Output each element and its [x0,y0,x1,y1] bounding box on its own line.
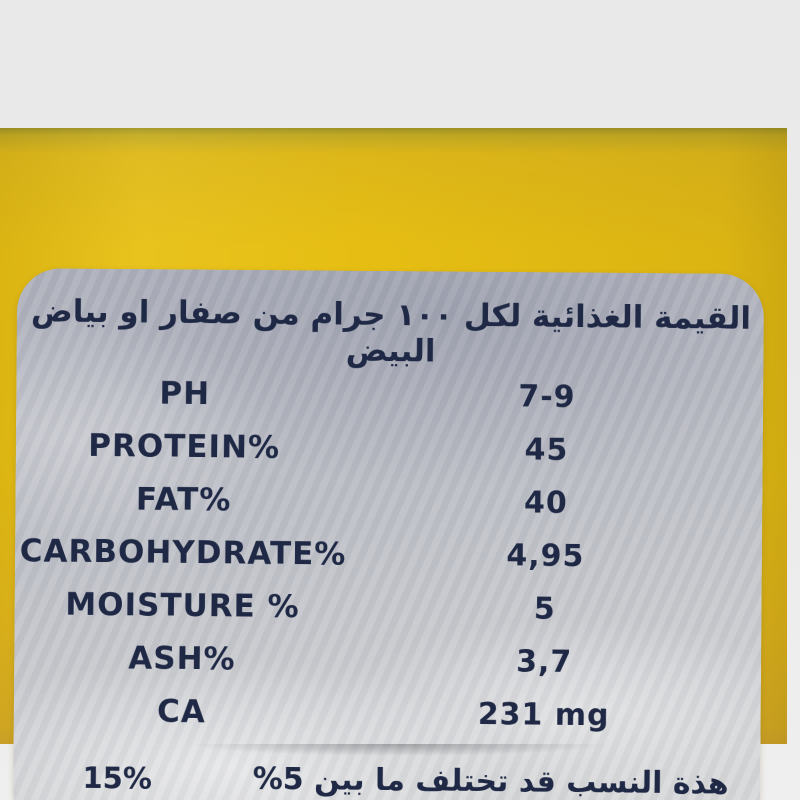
row-spacer [350,660,410,661]
nutrition-table: PH 7-9 PROTEIN% 45 FAT% 40 [13,365,764,744]
nutrition-label-content: القيمة الغذائية لكل ١٠٠ جرام من صفار او … [12,267,765,800]
variance-footnote: 15% هذة النسب قد تختلف ما بين 5% [12,759,759,800]
row-label: PROTEIN% [88,427,281,466]
row-value: 7-9 [518,379,576,415]
row-label: ASH% [128,639,236,677]
nutrition-title-arabic: القيمة الغذائية لكل ١٠٠ جرام من صفار او … [30,293,752,370]
row-label: CA [156,693,206,730]
row-spacer [353,395,413,396]
row-label: FAT% [135,480,232,518]
table-row: CARBOHYDRATE% 4,95 [15,524,763,585]
table-row: MOISTURE % 5 [14,577,762,638]
table-row: PH 7-9 [16,365,764,426]
nutrition-label: القيمة الغذائية لكل ١٠٠ جرام من صفار او … [12,267,765,800]
table-row: FAT% 40 [15,471,763,532]
row-spacer [349,713,409,714]
row-spacer [351,607,411,608]
row-spacer [352,501,412,502]
table-row: CA 231 mg [13,683,761,744]
row-spacer [351,554,411,555]
row-value: 231 mg [477,696,610,734]
row-value: 40 [523,485,568,521]
yellow-package: القيمة الغذائية لكل ١٠٠ جرام من صفار او … [0,128,787,800]
row-spacer [352,448,412,449]
row-value: 4,95 [506,538,585,575]
row-value: 5 [533,591,556,627]
variance-note-arabic: هذة النسب قد تختلف ما بين 5% [252,761,729,800]
table-row: PROTEIN% 45 [16,418,764,479]
row-value: 45 [524,432,569,468]
row-label: CARBOHYDRATE% [19,532,347,573]
package-drop-shadow [120,744,680,760]
variance-upper-bound: 15% [82,760,153,796]
row-label: MOISTURE % [65,586,300,625]
row-value: 3,7 [515,644,573,680]
table-row: ASH% 3,7 [14,630,762,691]
row-label: PH [159,375,211,412]
